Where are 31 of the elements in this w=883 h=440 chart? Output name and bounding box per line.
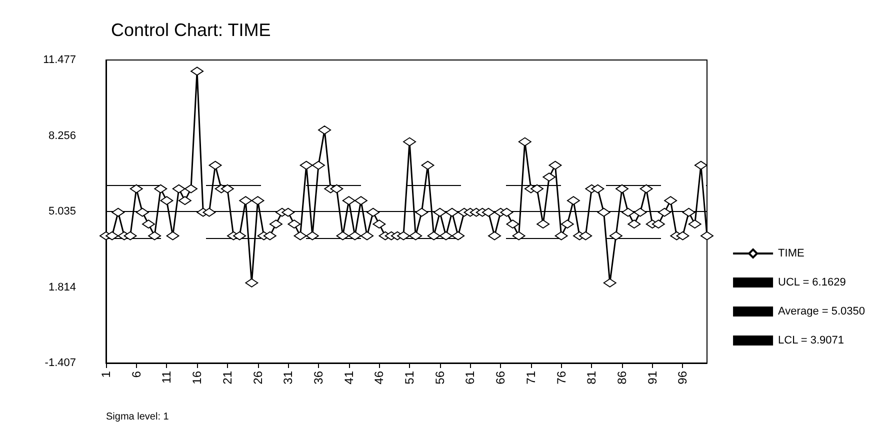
legend-label: TIME [778, 248, 804, 260]
legend-label: UCL = 6.1629 [778, 276, 846, 288]
x-tick-label: 96 [676, 370, 690, 384]
x-tick-label: 1 [99, 370, 113, 378]
x-tick-label: 56 [432, 370, 447, 384]
x-tick-label: 36 [311, 370, 326, 384]
y-tick-label: 8.256 [48, 130, 76, 142]
x-tick-label: 66 [494, 370, 508, 384]
chart-title: Control Chart: TIME [111, 20, 271, 40]
y-tick-label: 5.035 [48, 206, 76, 218]
x-tick-label: 26 [250, 370, 265, 384]
y-tick-label: 11.477 [43, 54, 76, 66]
x-tick-label: 76 [554, 370, 568, 384]
legend-label: Average = 5.0350 [778, 306, 865, 318]
x-tick-label: 86 [615, 370, 630, 384]
text: Sigma level: 1 [106, 412, 170, 422]
y-tick-label: 1.814 [48, 281, 76, 294]
legend-label: LCL = 3.9071 [778, 334, 844, 346]
y-tick-label: -1.407 [44, 357, 76, 369]
x-tick-label: 31 [281, 370, 296, 384]
x-tick-label: 41 [342, 370, 356, 384]
x-tick-label: 51 [402, 370, 417, 384]
x-tick-label: 6 [129, 370, 144, 378]
x-tick-label: 46 [372, 370, 386, 384]
x-tick-label: 91 [645, 370, 660, 384]
x-tick-label: 61 [463, 370, 478, 384]
x-tick-label: 11 [160, 370, 174, 384]
x-tick-label: 71 [524, 370, 538, 384]
x-tick-label: 81 [584, 370, 599, 384]
x-tick-label: 21 [220, 370, 234, 384]
x-tick-label: 16 [190, 370, 204, 384]
